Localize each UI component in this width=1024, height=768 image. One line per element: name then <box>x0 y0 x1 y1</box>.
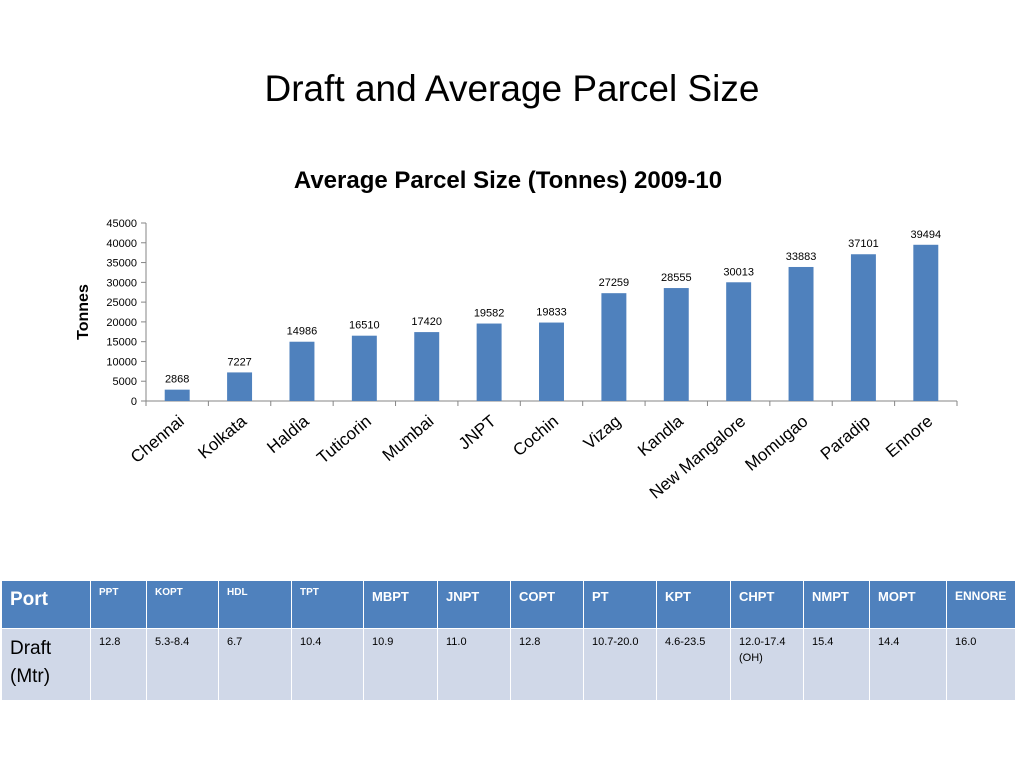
table-cell: 12.0-17.4 (OH) <box>730 628 804 701</box>
y-tick-label: 10000 <box>106 356 137 368</box>
column-header: PT <box>583 580 657 629</box>
bar-chart: Average Parcel Size (Tonnes) 2009-10 Tonn… <box>75 167 958 503</box>
table-cell: 4.6-23.5 <box>656 628 731 701</box>
y-tick-label: 5000 <box>113 376 137 388</box>
data-label: 2868 <box>165 374 189 386</box>
category-label: Cochin <box>509 412 562 461</box>
bar <box>788 266 814 401</box>
y-tick-label: 40000 <box>106 238 137 250</box>
data-label: 16510 <box>349 320 380 332</box>
column-header: CHPT <box>730 580 804 629</box>
table-row: Draft (Mtr) 12.8 5.3-8.4 6.7 10.4 10.9 1… <box>1 628 1016 701</box>
table-cell: 11.0 <box>437 628 511 701</box>
table-cell: 16.0 <box>946 628 1016 701</box>
data-label: 7227 <box>227 356 251 368</box>
y-tick-label: 30000 <box>106 277 137 289</box>
category-label: Mumbai <box>379 412 438 465</box>
chart-title: Average Parcel Size (Tonnes) 2009-10 <box>294 167 722 194</box>
bar <box>539 322 564 401</box>
data-label: 30013 <box>723 266 754 278</box>
draft-row-label: Draft (Mtr) <box>1 628 91 701</box>
column-header: ENNORE <box>946 580 1016 629</box>
bar <box>726 282 752 401</box>
column-header: HDL <box>218 580 292 629</box>
data-label: 19582 <box>474 308 505 320</box>
category-label: Tuticorin <box>313 412 375 468</box>
table-cell: 10.4 <box>291 628 364 701</box>
data-label: 33883 <box>786 251 817 263</box>
table-cell: 6.7 <box>218 628 292 701</box>
category-label: Momugao <box>741 412 811 475</box>
table-cell: 14.4 <box>869 628 947 701</box>
column-header: COPT <box>510 580 584 629</box>
bar <box>476 323 502 401</box>
data-label: 17420 <box>411 316 442 328</box>
y-tick-label: 25000 <box>106 297 137 309</box>
table-cell: 12.8 <box>510 628 584 701</box>
category-label: Ennore <box>882 412 936 462</box>
category-label: Kolkata <box>194 411 250 462</box>
table-cell: 12.8 <box>90 628 147 701</box>
column-header: NMPT <box>803 580 870 629</box>
table-cell: 10.7-20.0 <box>583 628 657 701</box>
column-header: KOPT <box>146 580 219 629</box>
bar <box>164 389 190 401</box>
y-tick-label: 45000 <box>106 218 137 230</box>
column-header: JNPT <box>437 580 511 629</box>
bar <box>289 341 315 401</box>
y-tick-label: 20000 <box>106 317 137 329</box>
column-header: MBPT <box>363 580 438 629</box>
column-header: PPT <box>90 580 147 629</box>
table-cell: 5.3-8.4 <box>146 628 219 701</box>
table-cell: 10.9 <box>363 628 438 701</box>
data-label: 28555 <box>661 272 692 284</box>
bar <box>351 335 377 401</box>
bar <box>227 372 253 401</box>
column-header: TPT <box>291 580 364 629</box>
category-label: Chennai <box>127 412 188 467</box>
column-header: MOPT <box>869 580 947 629</box>
draft-table: Port PPT KOPT HDL TPT MBPT JNPT COPT PT … <box>1 580 1016 701</box>
port-header: Port <box>1 580 91 629</box>
bar <box>850 254 876 401</box>
category-label: Haldia <box>263 411 313 457</box>
table-header-row: Port PPT KOPT HDL TPT MBPT JNPT COPT PT … <box>1 580 1016 629</box>
column-header: KPT <box>656 580 731 629</box>
bar <box>913 244 939 401</box>
y-tick-label: 0 <box>131 396 137 408</box>
category-label: Kandla <box>634 411 687 460</box>
category-label: Vizag <box>580 412 625 454</box>
data-label: 27259 <box>599 277 630 289</box>
bar <box>414 332 440 401</box>
data-label: 37101 <box>848 238 879 250</box>
y-axis-label: Tonnes <box>75 284 92 340</box>
data-label: 14986 <box>287 326 318 338</box>
category-label: Paradip <box>817 412 874 464</box>
slide-title: Draft and Average Parcel Size <box>264 68 760 109</box>
data-label: 19833 <box>536 307 567 319</box>
table-cell: 15.4 <box>803 628 870 701</box>
category-label: JNPT <box>455 412 500 454</box>
y-tick-label: 35000 <box>106 258 137 270</box>
bar <box>663 288 689 401</box>
bar <box>601 293 627 401</box>
data-label: 39494 <box>911 229 942 241</box>
y-tick-label: 15000 <box>106 337 137 349</box>
